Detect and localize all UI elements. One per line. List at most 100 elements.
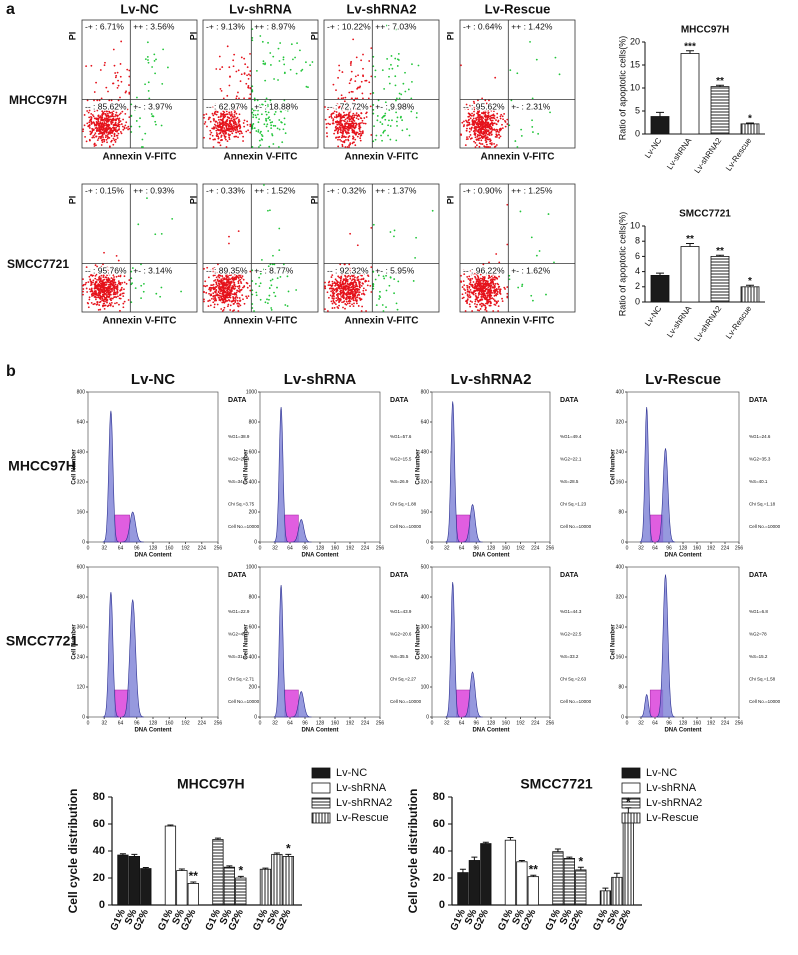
cell-dot: [216, 132, 218, 134]
cell-dot: [480, 118, 482, 120]
cell-dot: [479, 290, 481, 292]
cell-dot: [342, 290, 344, 292]
error-bar: [471, 857, 477, 860]
cell-dot: [115, 75, 117, 77]
cell-dot: [97, 139, 99, 141]
cell-dot: [93, 122, 95, 124]
info-title: DATA: [228, 397, 246, 404]
cell-dot: [345, 293, 347, 295]
cell-dot: [237, 281, 239, 283]
cell-dot: [221, 122, 223, 124]
cell-dot: [360, 298, 362, 300]
cell-dot: [214, 124, 216, 126]
axis-label: Annexin V-FITC: [345, 152, 419, 163]
cell-dot: [242, 136, 244, 138]
cell-dot: [125, 90, 127, 92]
cell-dot: [228, 112, 230, 114]
cell-dot: [96, 279, 98, 281]
y-tick-label: 15: [630, 59, 640, 69]
cell-dot: [115, 118, 117, 120]
cell-dot: [484, 294, 486, 296]
cell-dot: [345, 146, 347, 148]
cell-dot: [222, 294, 224, 296]
cell-dot: [496, 123, 498, 125]
cell-dot: [284, 304, 286, 306]
y-tick-label: 240: [77, 654, 86, 660]
axis-label: Cell Number: [611, 624, 617, 660]
cell-dot: [151, 66, 153, 68]
cell-dot: [361, 306, 363, 308]
cell-dot: [93, 137, 95, 139]
cell-dot: [359, 291, 361, 293]
cell-dot: [116, 115, 118, 117]
cell-dot: [107, 91, 109, 93]
cell-dot: [283, 128, 285, 130]
error-bar: [614, 873, 620, 877]
cell-dot: [400, 94, 402, 96]
cell-dot: [89, 127, 91, 129]
cell-dot: [268, 112, 270, 114]
cell-dot: [225, 296, 227, 298]
quadrant-label: -- : 95.62%: [463, 102, 505, 112]
cell-dot: [216, 276, 218, 278]
cell-dot: [238, 277, 240, 279]
cell-dot: [335, 300, 337, 302]
cell-dot: [326, 127, 328, 129]
cell-dot: [363, 117, 365, 119]
cell-dot: [383, 310, 385, 312]
cell-dot: [474, 284, 476, 286]
cell-dot: [502, 127, 504, 129]
cell-dot: [348, 136, 350, 138]
x-tick-label: 192: [181, 720, 190, 726]
cell-dot: [352, 113, 354, 115]
cell-dot: [340, 128, 342, 130]
cell-dot: [239, 279, 241, 281]
cell-dot: [266, 126, 268, 128]
cell-dot: [106, 283, 108, 285]
cell-dot: [331, 113, 333, 115]
cell-dot: [287, 305, 289, 307]
cell-dot: [469, 294, 471, 296]
cell-dot: [545, 294, 547, 296]
cell-dot: [224, 307, 226, 309]
quadrant-label: -- : 89.35%: [206, 266, 248, 276]
cell-dot: [338, 277, 340, 279]
cell-dot: [479, 284, 481, 286]
cell-dot: [349, 283, 351, 285]
cell-dot: [335, 122, 337, 124]
y-tick-label: 320: [616, 594, 625, 600]
cell-dot: [111, 135, 113, 137]
cell-dot: [391, 55, 393, 57]
cell-dot: [95, 144, 97, 146]
cell-dot: [233, 114, 235, 116]
cell-dot: [212, 115, 214, 117]
cell-dot: [120, 41, 122, 43]
cell-dot: [480, 130, 482, 132]
cell-dot: [127, 108, 129, 110]
y-tick-label: 800: [249, 419, 258, 425]
cell-dot: [370, 93, 372, 95]
cell-dot: [242, 298, 244, 300]
cell-dot: [86, 123, 88, 125]
cell-dot: [203, 137, 205, 139]
cell-dot: [274, 125, 276, 127]
cell-dot: [240, 304, 242, 306]
cell-dot: [475, 142, 477, 144]
quadrant-label: +- : 3.14%: [133, 266, 172, 276]
cell-dot: [243, 279, 245, 281]
info-title: DATA: [390, 572, 408, 579]
cell-dot: [501, 124, 503, 126]
cell-dot: [494, 283, 496, 285]
cell-dot: [481, 136, 483, 138]
axis-label: DNA Content: [301, 553, 338, 559]
cell-dot: [343, 279, 345, 281]
cell-dot: [222, 119, 224, 121]
x-tick-label: 256: [735, 545, 744, 551]
cell-dot: [486, 146, 488, 148]
cell-dot: [213, 128, 215, 130]
cell-dot: [481, 306, 483, 308]
cell-dot: [486, 310, 488, 312]
cell-dot: [345, 122, 347, 124]
quadrant-label: +- : 9.98%: [375, 102, 414, 112]
cell-dot: [505, 126, 507, 128]
